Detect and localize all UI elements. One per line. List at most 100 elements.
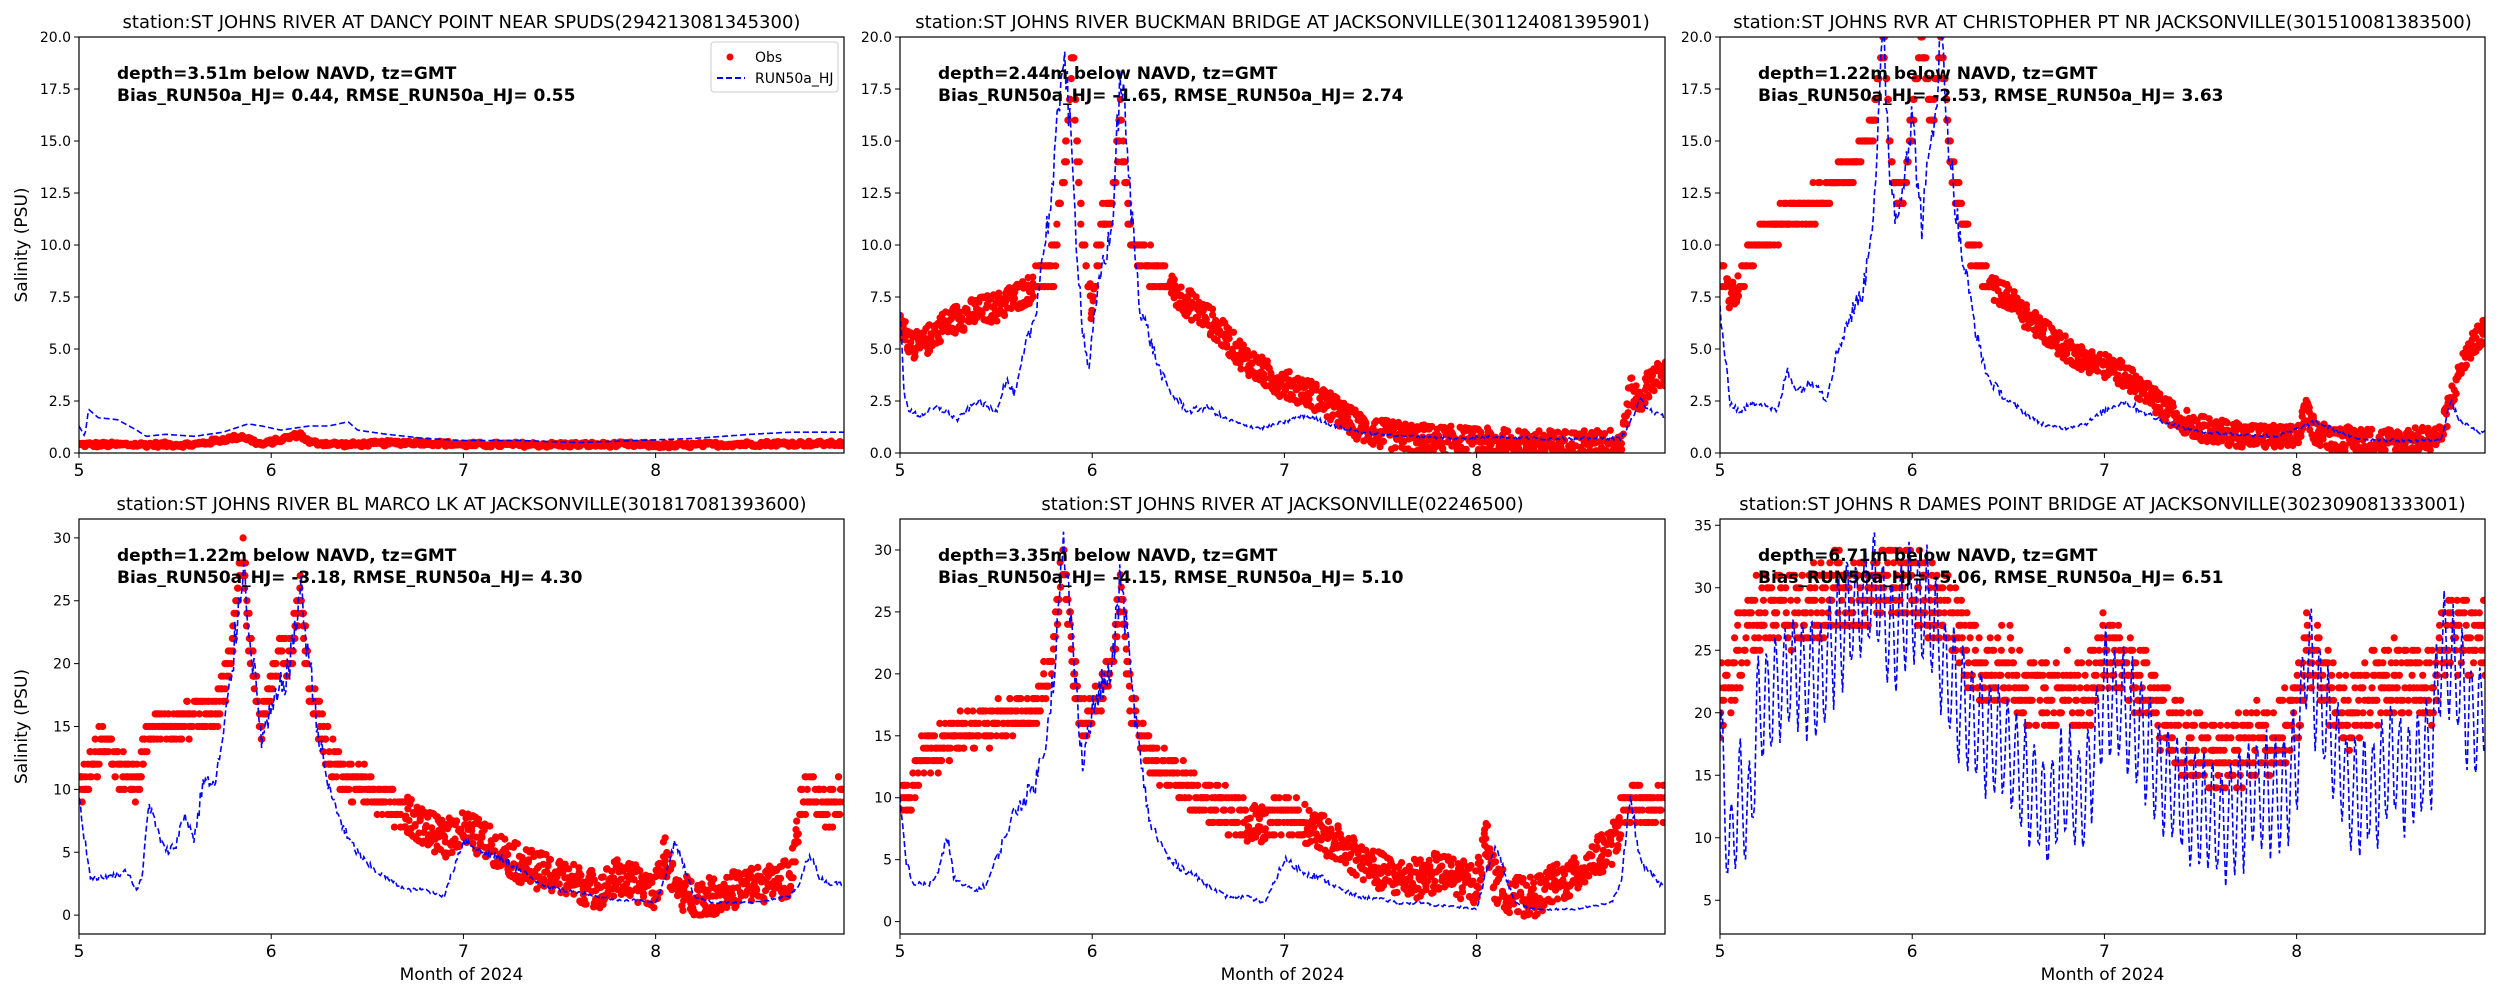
obs-point	[1009, 732, 1017, 740]
obs-point	[2368, 425, 2376, 433]
obs-point	[911, 794, 919, 802]
y-tick-label: 7.5	[49, 290, 71, 306]
obs-point	[1036, 707, 1044, 715]
obs-point	[378, 810, 386, 819]
y-tick-label: 12.5	[40, 186, 71, 202]
obs-point	[268, 685, 276, 693]
obs-point	[1886, 137, 1894, 145]
obs-point	[694, 893, 702, 901]
obs-point	[528, 846, 536, 854]
obs-point	[801, 810, 810, 819]
obs-point	[575, 864, 583, 872]
y-tick-label: 0	[62, 908, 71, 924]
obs-point	[1192, 293, 1200, 301]
obs-point	[959, 324, 968, 332]
obs-point	[347, 760, 355, 768]
x-tick-label: 7	[458, 461, 469, 481]
obs-point	[491, 847, 499, 855]
obs-point	[1275, 794, 1283, 802]
obs-point	[925, 321, 933, 329]
obs-point	[1214, 781, 1222, 789]
obs-point	[1849, 179, 1857, 187]
obs-point	[1201, 806, 1209, 814]
obs-point	[1221, 781, 1229, 789]
obs-point	[428, 824, 436, 832]
plot-area	[79, 408, 844, 452]
obs-point	[431, 848, 439, 856]
obs-point	[1073, 137, 1081, 145]
obs-point	[1223, 343, 1231, 351]
obs-point	[1725, 304, 1733, 312]
obs-point	[1748, 262, 1757, 270]
obs-point	[2017, 303, 2025, 311]
obs-point	[936, 338, 944, 346]
obs-point	[920, 769, 928, 777]
subplot-title: station:ST JOHNS RVR AT CHRISTOPHER PT N…	[1733, 12, 2472, 33]
obs-point	[1119, 137, 1127, 145]
obs-point	[1131, 707, 1139, 715]
obs-point	[791, 858, 799, 866]
obs-point	[315, 697, 324, 705]
obs-point	[839, 439, 844, 448]
y-tick-label: 15.0	[40, 134, 71, 150]
obs-point	[1964, 220, 1972, 228]
obs-point	[133, 760, 141, 768]
obs-point	[221, 685, 229, 693]
obs-point	[1002, 732, 1011, 740]
y-axis-label: Salinity (PSU)	[12, 669, 32, 784]
obs-point	[1312, 380, 1320, 388]
obs-point	[107, 735, 116, 743]
x-tick-label: 7	[458, 942, 469, 962]
obs-point	[1628, 374, 1636, 382]
obs-point	[1720, 262, 1727, 270]
obs-point	[1161, 262, 1169, 270]
subplot-1: 5 6 7 80.02.55.07.510.012.515.017.520.0stat…	[12, 12, 845, 481]
y-tick-label: 17.5	[40, 82, 71, 98]
y-tick-label: 2.5	[870, 394, 892, 410]
obs-point	[829, 785, 837, 794]
obs-point	[1400, 438, 1408, 446]
obs-point	[1091, 682, 1099, 690]
y-tick-label: 0.0	[870, 446, 892, 462]
obs-point	[1354, 433, 1362, 441]
obs-point	[901, 336, 909, 344]
obs-point	[1077, 199, 1085, 207]
obs-point	[139, 760, 147, 768]
obs-series	[900, 546, 1665, 920]
x-tick-label: 8	[1471, 461, 1482, 481]
obs-point	[956, 707, 964, 715]
obs-point	[1019, 278, 1027, 286]
obs-point	[389, 785, 397, 794]
obs-point	[416, 817, 424, 825]
obs-point	[321, 735, 330, 743]
obs-point	[1193, 781, 1201, 789]
obs-point	[2381, 446, 2389, 453]
obs-point	[1237, 365, 1245, 373]
obs-point	[143, 748, 151, 756]
legend-model-label: RUN50a_HJ	[755, 71, 834, 87]
obs-point	[1108, 199, 1116, 207]
obs-point	[234, 584, 242, 592]
x-tick-label: 7	[2099, 461, 2110, 481]
obs-point	[2088, 348, 2096, 356]
obs-point	[1206, 781, 1215, 789]
obs-point	[367, 773, 375, 781]
obs-point	[1661, 382, 1665, 390]
obs-point	[1580, 427, 1588, 435]
obs-point	[1869, 137, 1877, 145]
y-tick-label: 5	[62, 845, 71, 861]
obs-point	[975, 732, 983, 740]
obs-point	[1011, 288, 1019, 296]
obs-point	[610, 892, 618, 900]
obs-point	[915, 781, 923, 789]
plot-area	[1720, 37, 2485, 453]
obs-point	[993, 732, 1001, 740]
obs-point	[1042, 695, 1050, 703]
obs-point	[2442, 410, 2450, 418]
obs-point	[164, 710, 172, 718]
x-axis-label: Month of 2024	[400, 965, 524, 985]
obs-point	[1023, 695, 1031, 703]
obs-point	[969, 707, 977, 715]
obs-point	[775, 880, 783, 888]
